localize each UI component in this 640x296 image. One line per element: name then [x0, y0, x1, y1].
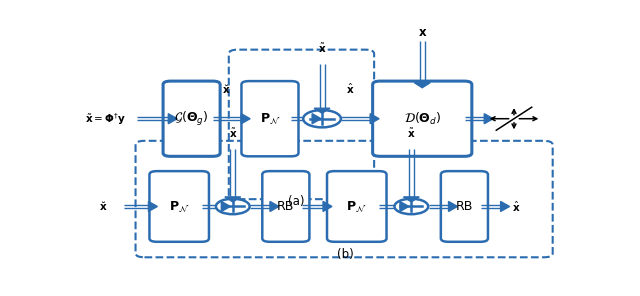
Polygon shape — [449, 202, 458, 211]
Polygon shape — [168, 114, 177, 124]
Text: $\hat{\mathbf{x}}$: $\hat{\mathbf{x}}$ — [346, 82, 355, 96]
Text: (a): (a) — [287, 195, 304, 208]
FancyBboxPatch shape — [327, 171, 387, 242]
Text: $\tilde{\mathbf{x}}$: $\tilde{\mathbf{x}}$ — [228, 127, 237, 140]
Text: $\breve{\mathbf{x}}$: $\breve{\mathbf{x}}$ — [222, 83, 230, 96]
Polygon shape — [414, 83, 430, 88]
Polygon shape — [241, 114, 250, 124]
Circle shape — [394, 199, 428, 214]
Polygon shape — [314, 108, 330, 113]
Text: RB: RB — [277, 200, 294, 213]
Polygon shape — [148, 202, 157, 211]
Text: $\mathbf{P}_{\mathcal{N}}$: $\mathbf{P}_{\mathcal{N}}$ — [169, 199, 189, 214]
Polygon shape — [270, 202, 279, 211]
Polygon shape — [484, 114, 493, 124]
FancyBboxPatch shape — [241, 81, 298, 156]
Text: $\tilde{\mathbf{x}}$: $\tilde{\mathbf{x}}$ — [407, 127, 415, 140]
Polygon shape — [500, 202, 509, 211]
Text: $\tilde{\mathbf{x}}$: $\tilde{\mathbf{x}}$ — [318, 42, 326, 55]
Polygon shape — [403, 197, 419, 202]
FancyBboxPatch shape — [150, 171, 209, 242]
Circle shape — [303, 110, 341, 127]
Text: RB: RB — [456, 200, 473, 213]
Text: $\mathbf{P}_{\mathcal{N}}$: $\mathbf{P}_{\mathcal{N}}$ — [260, 112, 280, 126]
FancyBboxPatch shape — [372, 81, 472, 156]
Text: $\tilde{\mathbf{x}} = \mathbf{\Phi}^{\dagger}\mathbf{y}$: $\tilde{\mathbf{x}} = \mathbf{\Phi}^{\da… — [85, 111, 126, 127]
Text: $\mathcal{G}(\mathbf{\Theta}_g)$: $\mathcal{G}(\mathbf{\Theta}_g)$ — [174, 110, 209, 128]
Text: $\breve{\mathbf{x}}$: $\breve{\mathbf{x}}$ — [99, 200, 108, 213]
FancyBboxPatch shape — [441, 171, 488, 242]
Text: $\mathcal{D}(\mathbf{\Theta}_d)$: $\mathcal{D}(\mathbf{\Theta}_d)$ — [404, 111, 441, 127]
Text: $\hat{\mathbf{x}}$: $\hat{\mathbf{x}}$ — [511, 199, 520, 214]
Polygon shape — [370, 114, 379, 124]
FancyBboxPatch shape — [262, 171, 309, 242]
Polygon shape — [221, 202, 230, 211]
Text: $\mathbf{P}_{\mathcal{N}}$: $\mathbf{P}_{\mathcal{N}}$ — [346, 199, 367, 214]
Circle shape — [216, 199, 250, 214]
Text: (b): (b) — [337, 248, 354, 261]
Polygon shape — [400, 202, 409, 211]
FancyBboxPatch shape — [163, 81, 220, 156]
Polygon shape — [225, 197, 241, 202]
Text: $\mathbf{x}$: $\mathbf{x}$ — [417, 26, 427, 39]
Polygon shape — [312, 114, 321, 124]
Polygon shape — [323, 202, 332, 211]
